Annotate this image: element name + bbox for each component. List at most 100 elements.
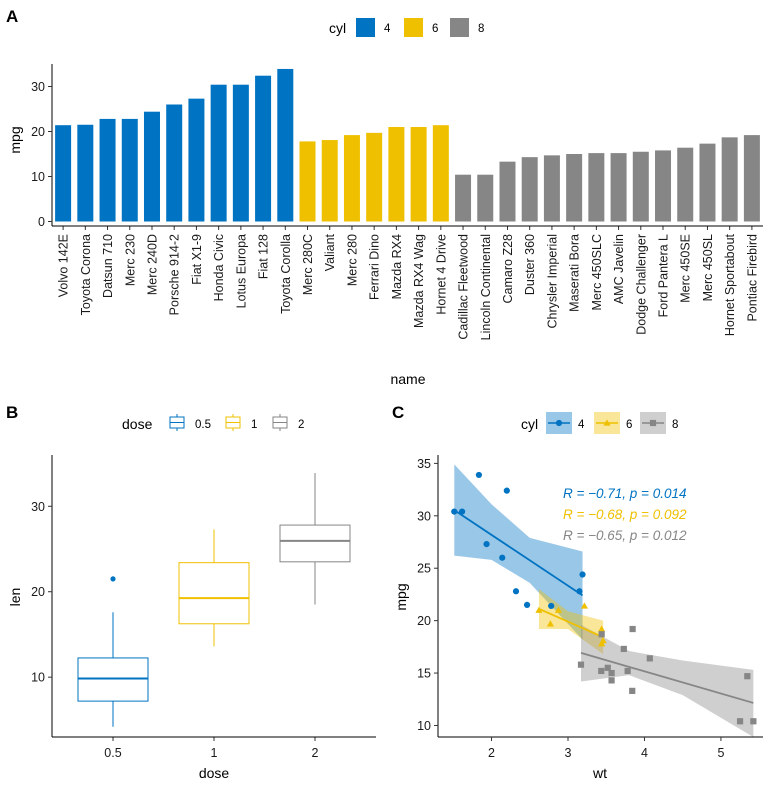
x-tick-label: Chrysler Imperial [545, 234, 559, 328]
y-tick-label: 10 [31, 671, 45, 685]
panel-label-a: A [6, 7, 18, 26]
legend-label: 4 [578, 419, 585, 431]
x-tick-label: Dodge Challenger [634, 234, 648, 335]
bar [55, 125, 72, 222]
x-tick-label: Ferrari Dino [368, 234, 382, 300]
data-point [598, 640, 606, 647]
bar [299, 141, 316, 222]
y-tick-label: 30 [31, 80, 45, 94]
bar [121, 118, 138, 222]
data-point [624, 667, 631, 675]
data-point [576, 588, 583, 595]
data-point [483, 541, 490, 548]
confidence-band [581, 624, 754, 737]
outlier-point [110, 576, 116, 582]
data-point [750, 718, 757, 725]
legend-title: cyl [329, 20, 346, 36]
bar [543, 155, 560, 222]
data-point [580, 602, 589, 609]
legend-key [404, 18, 423, 37]
data-point [499, 554, 506, 561]
x-axis-label-b: dose [199, 765, 230, 781]
bar [232, 84, 249, 222]
x-tick-label: Pontiac Firebird [745, 234, 759, 322]
bar [188, 98, 205, 222]
x-tick-label: Maserati Bora [568, 234, 582, 312]
bar [566, 154, 583, 222]
bar [99, 118, 116, 222]
x-tick-label: Fiat 128 [257, 234, 271, 279]
correlation-annotations: R = −0.71, p = 0.014 R = −0.68, p = 0.092… [563, 486, 687, 543]
bar [77, 124, 94, 222]
legend-label: 4 [384, 23, 391, 35]
legend-key-marker [649, 419, 657, 427]
x-tick-label: Hornet 4 Drive [434, 234, 448, 315]
x-tick-label: Fiat X1-9 [190, 234, 204, 285]
axes-b: 0.5 1 2 10 20 30 [31, 455, 376, 760]
x-tick-label: Ford Pantera L [657, 234, 671, 317]
y-tick-label: 30 [417, 509, 431, 523]
y-tick-label: 30 [31, 500, 45, 514]
x-axis-label-a: name [390, 371, 425, 387]
x-tick-label: Volvo 142E [57, 234, 71, 297]
bar [477, 174, 494, 222]
data-point [458, 508, 466, 515]
x-tick-label: 2 [488, 746, 495, 760]
regression-lines [453, 509, 754, 704]
bar [432, 125, 449, 222]
data-point [512, 588, 520, 595]
y-tick-label: 10 [31, 170, 45, 184]
data-point [608, 669, 615, 677]
legend-label: 0.5 [195, 419, 211, 431]
legend-key-marker [603, 419, 611, 426]
regression-line [453, 509, 584, 597]
correlation-label: R = −0.65, p = 0.012 [563, 528, 687, 543]
bar [277, 68, 294, 222]
legend-label: 8 [478, 23, 484, 35]
bar [388, 127, 405, 222]
x-tick-label: Valiant [323, 233, 337, 271]
x-tick-label: Merc 280C [301, 234, 315, 295]
legend-label: 6 [432, 23, 438, 35]
bar [143, 111, 160, 222]
y-tick-label: 20 [31, 125, 45, 139]
bar [410, 127, 427, 222]
bar [210, 84, 227, 222]
x-tick-label: Toyota Corolla [279, 234, 293, 314]
bar [343, 135, 360, 222]
data-point [451, 508, 458, 515]
legend-label: 8 [672, 419, 678, 431]
bar [610, 153, 627, 222]
y-tick-label: 25 [417, 562, 431, 576]
data-point [598, 667, 605, 675]
box [178, 562, 250, 625]
data-point [546, 620, 554, 627]
axes-c: 10 15 20 25 30 35 2 3 4 5 [417, 455, 763, 760]
y-tick-label: 10 [417, 719, 431, 733]
confidence-bands [454, 464, 754, 737]
data-point [577, 661, 585, 668]
data-point [598, 625, 606, 632]
x-tick-label: Merc 230 [123, 234, 137, 286]
bar [321, 140, 338, 222]
y-tick-label: 20 [31, 585, 45, 599]
y-axis-label-a: mpg [7, 126, 23, 153]
legend-c: cyl 4 6 8 [521, 412, 678, 434]
y-tick-label: 0 [38, 215, 45, 229]
x-tick-label: Cadillac Fleetwood [457, 234, 471, 340]
x-tick-label: Porsche 914-2 [168, 234, 182, 315]
correlation-label: R = −0.71, p = 0.014 [563, 486, 686, 501]
data-point [503, 487, 510, 494]
y-tick-label: 15 [417, 667, 431, 681]
bar [521, 157, 538, 222]
legend-b: dose 0.5 1 2 [122, 414, 304, 432]
axes-a: Volvo 142E Toyota Corona Datsun 710 Merc 23… [31, 64, 763, 340]
data-point [620, 645, 627, 653]
x-tick-label: Lincoln Continental [479, 234, 493, 340]
correlation-label: R = −0.68, p = 0.092 [563, 507, 687, 522]
y-axis-label-b: len [7, 588, 23, 607]
x-tick-label: 5 [717, 746, 724, 760]
panel-c: C cyl 4 6 8 R = −0.71, p = 0.014 R = −0.68, … [392, 403, 763, 781]
legend-label: 2 [298, 419, 304, 431]
